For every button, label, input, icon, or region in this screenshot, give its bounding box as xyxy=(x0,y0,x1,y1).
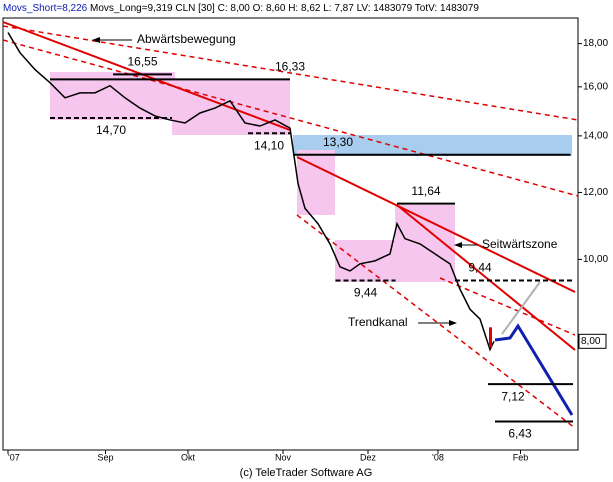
level-label: 14,70 xyxy=(96,123,126,137)
header: Movs_Short=8,226 Movs_Long=9,319 CLN [30… xyxy=(3,3,479,14)
note: Abwärtsbewegung xyxy=(137,32,236,46)
level-label: 16,55 xyxy=(127,55,157,69)
note: Seitwärtszone xyxy=(482,237,558,251)
note: Trendkanal xyxy=(348,315,408,329)
header-long: Movs_Long=9,319 xyxy=(90,3,173,14)
channel-lines xyxy=(2,25,579,429)
x-tick-label: Dez xyxy=(360,452,377,462)
x-tick-label: '08 xyxy=(432,452,444,462)
channel-line xyxy=(439,277,576,336)
trend-line xyxy=(2,21,291,131)
header-short: Movs_Short=8,226 xyxy=(3,3,88,14)
x-tick-label: Sep xyxy=(97,452,113,462)
zone xyxy=(395,205,455,282)
y-tick-label: 12,00 xyxy=(583,187,608,198)
arrow-head xyxy=(449,320,457,326)
x-tick-label: Feb xyxy=(513,452,529,462)
header-quote: CLN [30] C: 8,00 O: 8,60 H: 8,62 L: 7,87… xyxy=(175,3,479,14)
level-label: 13,30 xyxy=(323,135,353,149)
level-label: 7,12 xyxy=(501,389,525,403)
x-tick-label: Okt xyxy=(181,452,196,462)
last-price-label: 8,00 xyxy=(581,336,601,347)
trend-line xyxy=(396,204,576,351)
channel-line xyxy=(2,25,579,121)
trend-line xyxy=(296,156,576,293)
y-tick-label: 18,00 xyxy=(583,38,608,49)
level-label: 14,10 xyxy=(254,138,284,152)
channel-line xyxy=(2,39,579,197)
last-price-box xyxy=(578,333,607,349)
y-tick-label: 14,00 xyxy=(583,131,608,142)
channel-line xyxy=(296,214,576,429)
trend-lines xyxy=(2,21,576,351)
projection xyxy=(494,323,574,416)
y-tick-label: 16,00 xyxy=(583,81,608,92)
x-tick-label: '07 xyxy=(8,452,20,462)
level-label: 6,43 xyxy=(508,427,532,441)
level-label: 11,64 xyxy=(411,184,440,198)
arrow-head xyxy=(454,242,462,248)
price-line xyxy=(7,32,495,352)
x-tick-label: Nov xyxy=(275,452,292,462)
arrow-head xyxy=(92,37,100,43)
source: (c) TeleTrader Software AG xyxy=(240,467,373,479)
y-tick-label: 10,00 xyxy=(583,254,608,265)
zone xyxy=(293,135,572,156)
level-label: 9,44 xyxy=(468,261,492,275)
projection-alt xyxy=(501,281,541,335)
level-label: 16,33 xyxy=(275,60,305,74)
level-label: 9,44 xyxy=(354,286,378,300)
zone xyxy=(335,240,395,282)
